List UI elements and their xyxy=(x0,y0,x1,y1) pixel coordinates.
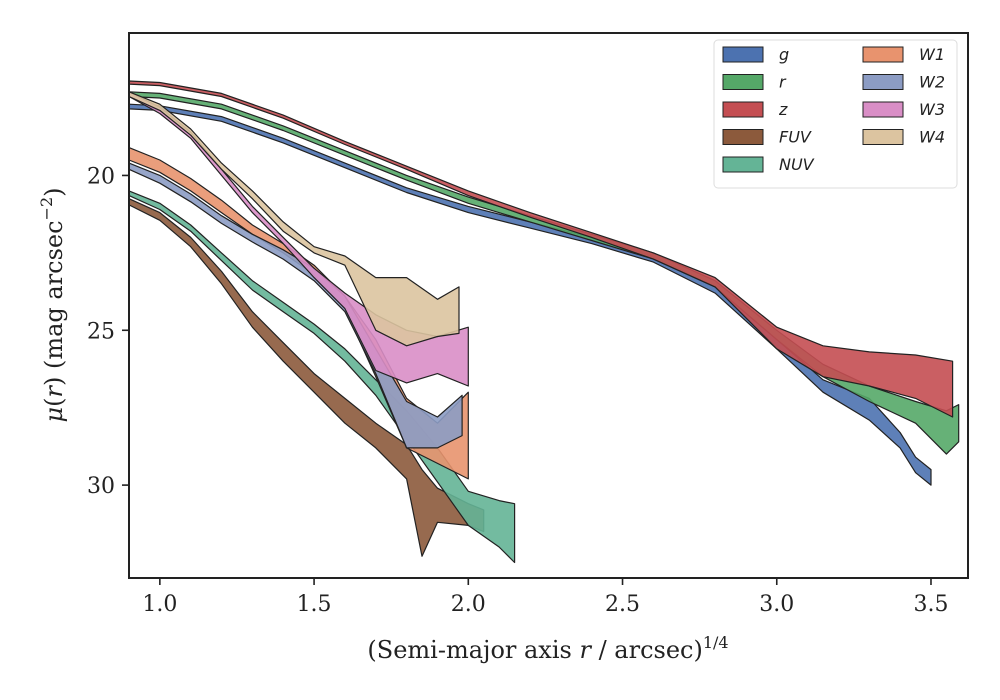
legend-swatch-w2 xyxy=(862,74,904,90)
band-fuv xyxy=(128,198,485,557)
band-w2 xyxy=(128,162,463,449)
y-tick-label: 30 xyxy=(87,474,115,499)
legend-swatch-r xyxy=(722,74,764,90)
y-axis-label: μ(r) (mag arcsec−2) xyxy=(37,187,68,422)
band-g xyxy=(128,103,932,486)
x-tick-label: 2.0 xyxy=(451,592,486,617)
legend-swatch-g xyxy=(722,46,764,63)
legend-label-nuv: NUV xyxy=(779,155,815,174)
legend: grz FUV NUV W1 W2 W3 W4 xyxy=(713,39,958,189)
band-w3 xyxy=(128,91,469,387)
legend-label-w2: W2 xyxy=(919,73,945,92)
x-tick-label: 1.5 xyxy=(297,592,332,617)
bands-layer xyxy=(128,80,960,564)
x-tick-label: 3.5 xyxy=(913,592,948,617)
legend-label-w3: W3 xyxy=(919,100,945,119)
legend-label-fuv: FUV xyxy=(779,128,812,147)
band-z xyxy=(128,80,954,418)
legend-label-z: z xyxy=(778,100,788,119)
x-tick-label: 1.0 xyxy=(142,592,177,617)
ticks-layer: 1.0 1.5 2.0 2.5 3.0 3.5 20 25 30 xyxy=(87,164,948,617)
x-tick-label: 2.5 xyxy=(605,592,640,617)
x-tick-label: 3.0 xyxy=(759,592,794,617)
plot-frame xyxy=(128,32,969,579)
y-tick-label: 20 xyxy=(87,164,115,189)
legend-swatch-z xyxy=(722,101,764,118)
legend-label-r: r xyxy=(779,73,787,92)
x-axis-label: (Semi-major axis r / arcsec)1/4 xyxy=(367,633,728,664)
legend-label-g: g xyxy=(779,45,789,64)
legend-swatch-fuv xyxy=(722,129,764,145)
legend-swatch-w1 xyxy=(862,46,904,63)
legend-label-w1: W1 xyxy=(919,45,945,64)
band-r xyxy=(128,91,960,455)
legend-swatch-w3 xyxy=(862,101,904,118)
band-w4 xyxy=(128,91,460,347)
legend-swatch-nuv xyxy=(722,156,764,173)
y-tick-label: 25 xyxy=(87,319,115,344)
legend-label-w4: W4 xyxy=(919,128,945,147)
band-nuv xyxy=(128,190,516,564)
legend-swatch-w4 xyxy=(862,129,904,145)
